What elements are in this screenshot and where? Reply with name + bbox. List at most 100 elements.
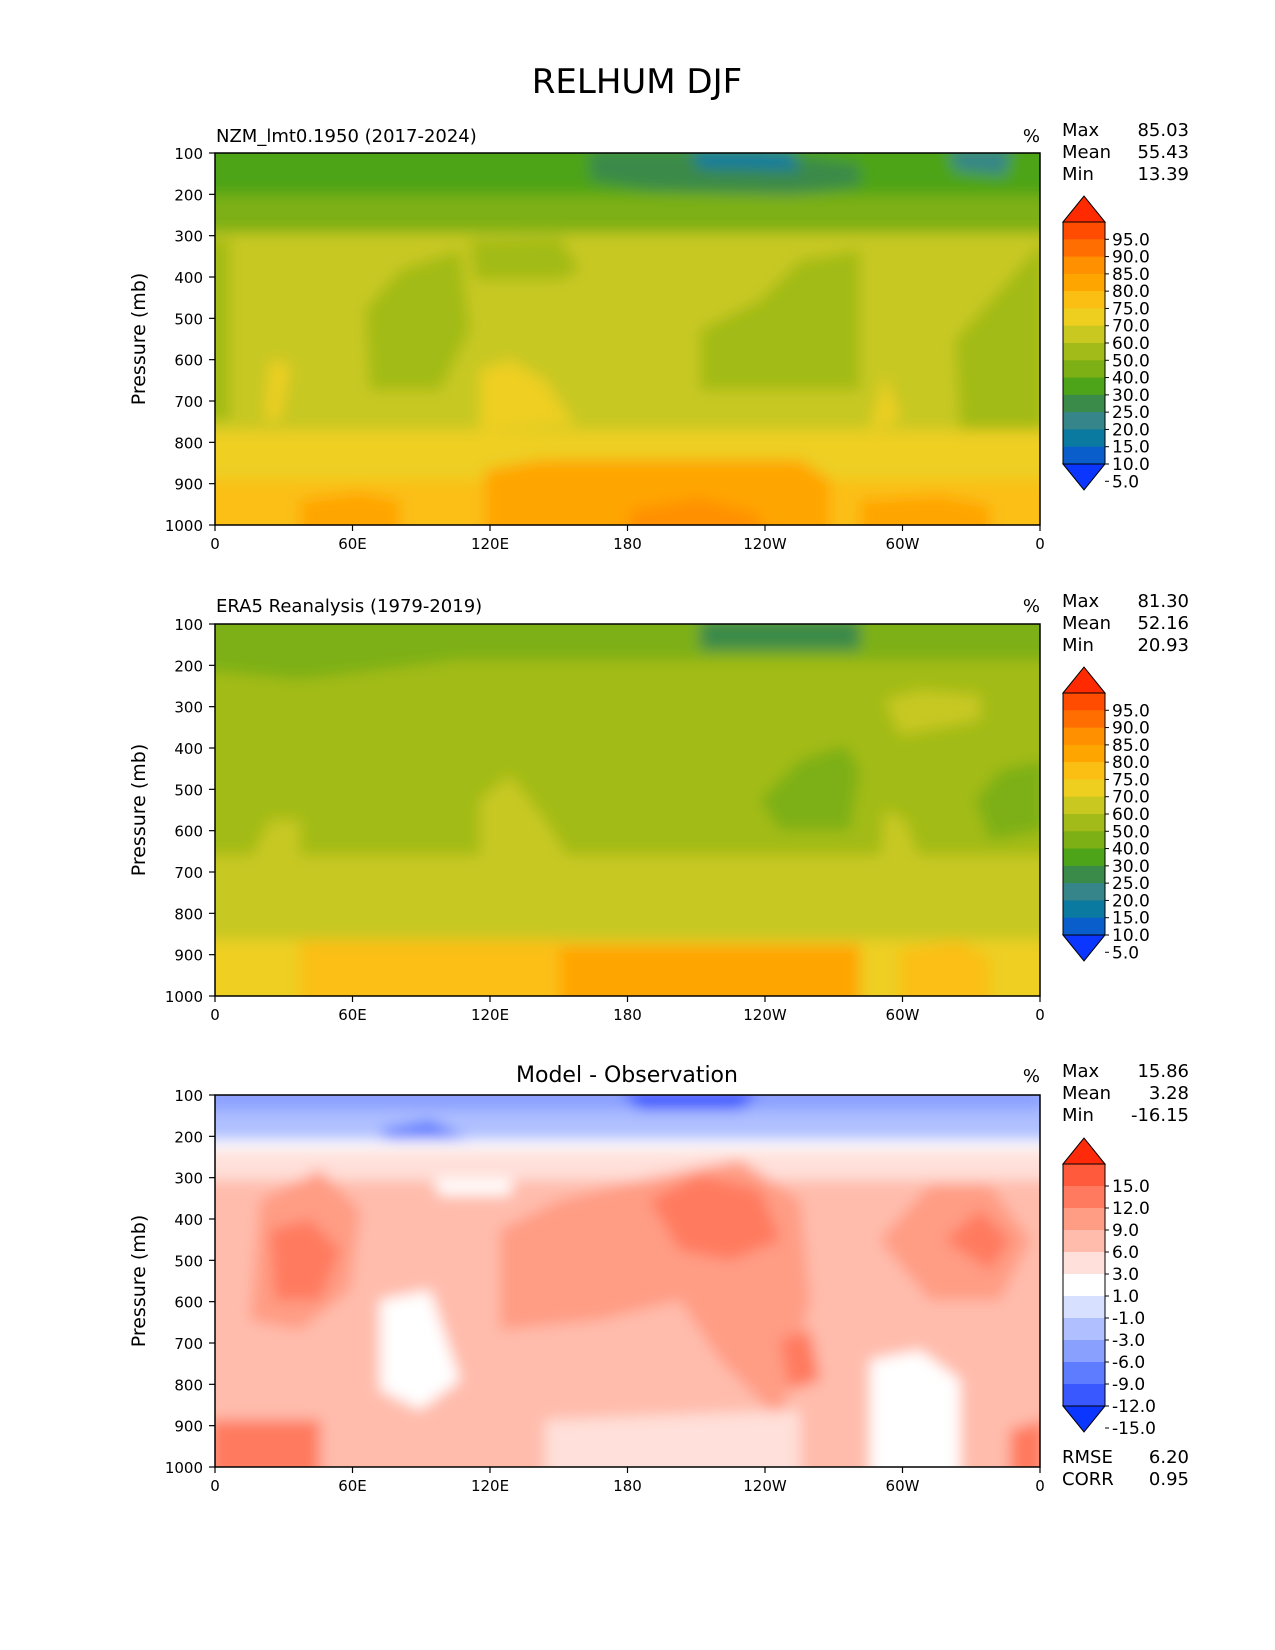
stats-model: Max 85.03 Mean 55.43 Min 13.39: [1062, 120, 1189, 185]
y-tick-label: 900: [174, 947, 203, 965]
colorbar-band: [1063, 710, 1105, 729]
panel-title-observation: ERA5 Reanalysis (1979-2019): [216, 596, 482, 617]
y-tick-label: 500: [174, 781, 203, 799]
x-tick-label: 120E: [471, 1006, 509, 1024]
contour-field-model: [215, 153, 1040, 525]
x-tick-label: 60W: [886, 1006, 920, 1024]
y-tick-label: 600: [174, 823, 203, 841]
colorbar-bottom-extend: [1061, 934, 1107, 962]
colorbar-label: 85.0: [1112, 736, 1150, 756]
colorbar-label: 20.0: [1112, 420, 1150, 440]
colorbar-label: 15.0: [1112, 438, 1150, 458]
y-axis-label-difference: Pressure (mb): [128, 1215, 150, 1348]
colorbar-bottom-extend: [1061, 463, 1107, 491]
colorbar-band: [1063, 446, 1105, 465]
colorbar-band: [1063, 325, 1105, 344]
colorbar-label: 75.0: [1112, 770, 1150, 790]
y-tick-label: 900: [174, 476, 203, 494]
colorbar-label: 85.0: [1112, 265, 1150, 285]
metric-rmse: 6.20: [1149, 1447, 1189, 1468]
x-ticks-model: 0 60E 120E 180 120W 60W 0: [210, 525, 1045, 553]
colorbar-band: [1063, 865, 1105, 884]
colorbar-label: 30.0: [1112, 857, 1150, 877]
colorbar-label: 9.0: [1112, 1221, 1139, 1241]
colorbar-band: [1063, 848, 1105, 867]
svg-text:Min: Min: [1062, 1105, 1094, 1126]
stat-max-observation: 81.30: [1137, 591, 1189, 612]
colorbar-band: [1063, 222, 1105, 240]
metrics-difference: RMSE 6.20 CORR 0.95: [1062, 1447, 1189, 1490]
x-tick-label: 180: [613, 1006, 642, 1024]
colorbar-label: 95.0: [1112, 230, 1150, 250]
y-tick-label: 1000: [165, 517, 203, 535]
colorbar-label: 25.0: [1112, 403, 1150, 423]
colorbar-band: [1063, 1318, 1105, 1341]
x-ticks-observation: 0 60E 120E 180 120W 60W 0: [210, 996, 1045, 1024]
colorbar-band: [1063, 1384, 1105, 1407]
colorbar-band: [1063, 917, 1105, 936]
colorbar-label: 80.0: [1112, 753, 1150, 773]
colorbar-band: [1063, 779, 1105, 798]
y-tick-label: 1000: [165, 988, 203, 1006]
metric-corr: 0.95: [1149, 1469, 1189, 1490]
y-axis-label-model: Pressure (mb): [128, 273, 150, 406]
colorbar-band: [1063, 256, 1105, 275]
y-ticks-difference: 100 200 300 400 500 600 700 800 900 1000: [165, 1087, 215, 1477]
x-tick-label: 0: [1035, 535, 1045, 553]
colorbar-band: [1063, 831, 1105, 850]
colorbar-label: 30.0: [1112, 386, 1150, 406]
colorbar-label: -9.0: [1112, 1375, 1145, 1395]
colorbar-label: -12.0: [1112, 1397, 1156, 1417]
colorbar-band: [1063, 814, 1105, 832]
colorbar-band: [1063, 308, 1105, 327]
y-tick-label: 700: [174, 393, 203, 411]
svg-text:Mean: Mean: [1062, 613, 1111, 634]
colorbar-band: [1063, 273, 1105, 292]
colorbar-band: [1063, 1296, 1105, 1319]
colorbar-model: 95.090.085.080.075.070.060.050.040.030.0…: [1061, 195, 1150, 492]
colorbar-band: [1063, 239, 1105, 258]
x-tick-label: 120E: [471, 1477, 509, 1495]
colorbar-label: 60.0: [1112, 805, 1150, 825]
svg-text:Min: Min: [1062, 635, 1094, 656]
y-tick-label: 600: [174, 352, 203, 370]
colorbar-label: 15.0: [1112, 909, 1150, 929]
colorbar-label: 90.0: [1112, 248, 1150, 268]
colorbar-observation: 95.090.085.080.075.070.060.050.040.030.0…: [1061, 666, 1150, 963]
colorbar-label: 10.0: [1112, 455, 1150, 475]
units-label-observation: %: [1023, 596, 1040, 617]
x-tick-label: 120W: [743, 535, 787, 553]
x-tick-label: 180: [613, 535, 642, 553]
colorbar-band: [1063, 377, 1105, 396]
y-tick-label: 700: [174, 864, 203, 882]
colorbar-band: [1063, 727, 1105, 746]
colorbar-band: [1063, 1362, 1105, 1385]
colorbar-band: [1063, 762, 1105, 780]
stat-max-difference: 15.86: [1137, 1061, 1189, 1082]
x-tick-label: 0: [1035, 1477, 1045, 1495]
colorbar-top-extend: [1061, 195, 1107, 223]
colorbar-band: [1063, 1208, 1105, 1231]
x-tick-label: 120E: [471, 535, 509, 553]
y-tick-label: 200: [174, 1128, 203, 1146]
x-tick-label: 60W: [886, 1477, 920, 1495]
colorbar-band: [1063, 394, 1105, 413]
svg-text:Max: Max: [1062, 591, 1100, 612]
units-label-model: %: [1023, 126, 1040, 147]
x-tick-label: 180: [613, 1477, 642, 1495]
colorbar-band: [1063, 693, 1105, 711]
colorbar-difference: 15.012.09.06.03.01.0-1.0-3.0-6.0-9.0-12.…: [1061, 1137, 1156, 1439]
units-label-difference: %: [1023, 1066, 1040, 1087]
colorbar-band: [1063, 343, 1105, 361]
colorbar-label: 25.0: [1112, 874, 1150, 894]
colorbar-band: [1063, 1340, 1105, 1363]
colorbar-band: [1063, 1164, 1105, 1187]
colorbar-label: 60.0: [1112, 334, 1150, 354]
stat-min-observation: 20.93: [1137, 635, 1189, 656]
panel-model: NZM_lmt0.1950 (2017-2024) % Pressure (mb…: [128, 120, 1189, 553]
stat-min-model: 13.39: [1137, 164, 1189, 185]
y-tick-label: 500: [174, 1252, 203, 1270]
colorbar-label: 70.0: [1112, 788, 1150, 808]
x-tick-label: 60W: [886, 535, 920, 553]
y-tick-label: 200: [174, 186, 203, 204]
